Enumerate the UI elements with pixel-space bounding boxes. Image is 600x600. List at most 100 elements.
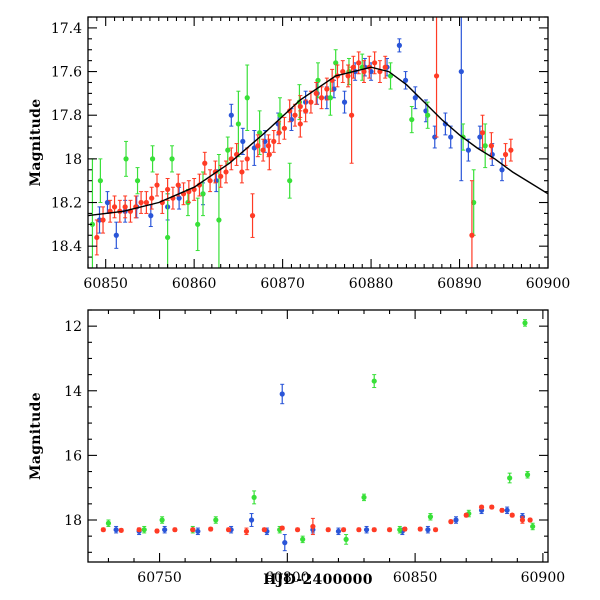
x-tick-label: 60900 [521,570,566,586]
data-point [195,197,201,252]
data-point [136,527,142,533]
point-marker [488,143,494,149]
point-marker [453,517,459,523]
point-marker [482,143,488,149]
point-marker [165,234,171,241]
data-point [123,140,129,177]
data-point [118,527,124,533]
point-marker [313,90,319,96]
point-marker [216,217,222,223]
data-point [191,178,197,201]
data-point [200,171,206,217]
y-tick-label: 18.2 [51,196,82,212]
x-tick-label: 60750 [137,570,182,586]
data-point [282,534,288,552]
point-marker [297,121,303,127]
data-point [402,526,408,532]
point-marker [465,147,471,153]
data-point [508,138,514,162]
data-point [100,206,106,234]
data-point [190,527,196,533]
data-point [527,517,533,523]
data-point [113,221,119,249]
point-marker [149,195,155,201]
point-marker [251,494,257,500]
point-marker [458,68,464,75]
data-point [213,516,219,524]
point-marker [324,86,330,92]
top-y-axis-title: Magnitude [28,99,44,187]
point-marker [425,527,431,533]
point-marker [213,517,219,523]
data-point [345,64,351,88]
data-point [465,138,471,162]
x-tick-label: 60890 [437,276,482,292]
point-marker [427,514,434,520]
point-marker [530,523,536,530]
y-tick-label: 17.6 [51,65,82,81]
data-point [243,527,250,536]
data-point [172,527,178,533]
data-point [519,516,526,524]
point-marker [502,151,509,158]
point-marker [100,527,106,533]
point-marker [477,134,483,140]
top-model-curve [88,66,548,217]
point-marker [303,108,309,114]
data-point [499,158,505,182]
data-point [234,143,240,166]
point-marker [508,147,514,153]
point-marker [300,536,306,542]
data-point [149,145,156,173]
data-point [159,516,165,524]
point-marker [279,391,285,397]
data-point [225,527,232,533]
point-marker [433,73,440,79]
point-marker [363,527,370,533]
point-marker [277,112,283,118]
point-marker [105,520,112,526]
point-marker [257,130,263,136]
point-marker [154,182,160,188]
data-point [276,121,282,145]
data-point [469,180,475,268]
y-tick-label: 18 [64,152,82,168]
data-point [279,383,285,405]
data-point [363,525,370,534]
data-point [97,158,103,204]
point-marker [260,147,266,153]
bottom-x-axis-title: HJD-2400000 [263,572,373,588]
data-point [313,81,319,105]
data-point [463,512,469,518]
point-marker [507,475,513,481]
data-point [349,66,355,164]
data-point [127,199,134,223]
point-marker [409,116,415,123]
data-point [335,527,342,536]
point-marker [279,525,285,531]
bottom-y-axis-title: Magnitude [28,392,44,480]
point-marker [118,527,124,533]
data-point [432,527,439,533]
point-marker [396,42,402,48]
data-point [522,319,528,327]
point-marker [240,138,246,145]
x-tick-label: 60860 [172,276,217,292]
data-point [248,513,255,527]
data-point [325,527,331,533]
data-point [343,534,349,545]
point-marker [255,143,261,149]
point-marker [527,517,533,523]
bottom-data-points [100,319,536,552]
top-data-points [89,17,514,268]
data-point [382,55,388,79]
point-marker [265,143,272,149]
point-marker [340,68,346,75]
data-point [303,99,309,123]
point-marker [89,221,96,227]
bottom-panel: 60750 60800 60850 60900 12 14 16 18 Magnitude H… [28,309,566,588]
point-marker [371,378,377,384]
point-marker [356,527,362,533]
point-marker [138,199,144,206]
